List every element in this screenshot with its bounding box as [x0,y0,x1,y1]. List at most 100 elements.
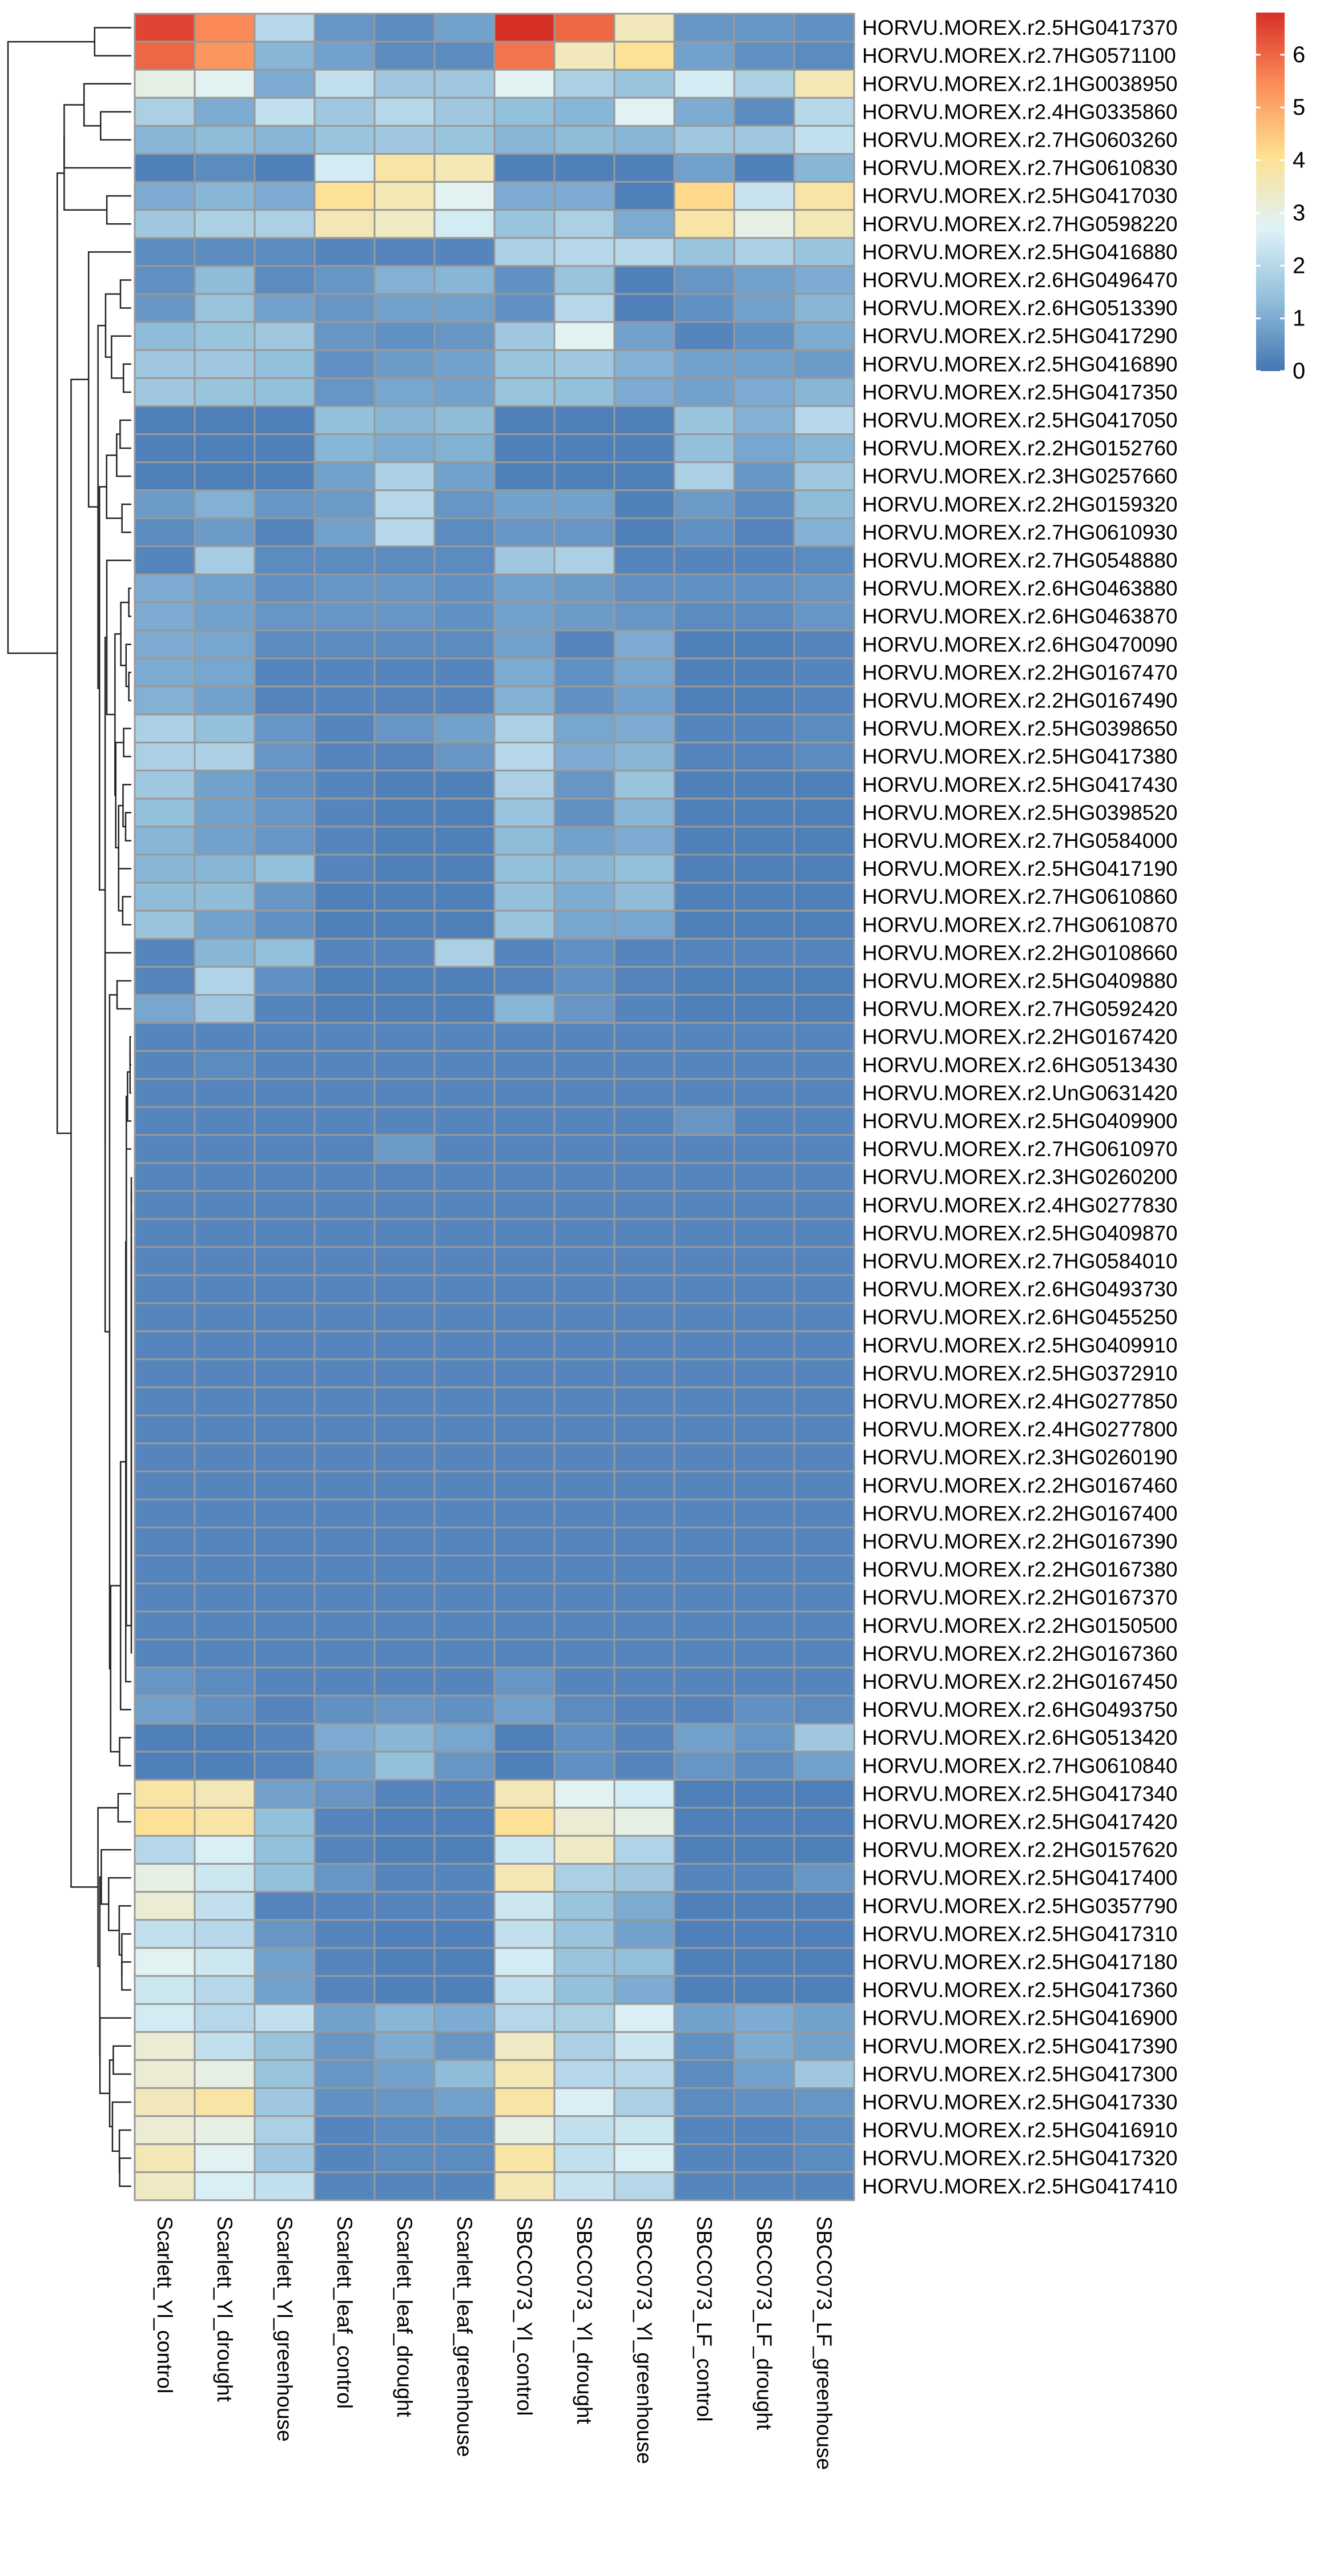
heatmap-cell [433,545,496,575]
heatmap-cell [733,909,795,940]
heatmap-cell [134,545,196,575]
heatmap-cell [253,209,316,239]
heatmap-cell [673,293,735,323]
heatmap-cell [313,1330,376,1361]
heatmap-cell [313,1526,376,1556]
heatmap-cell [134,714,196,744]
heatmap-cell [313,1470,376,1500]
heatmap-cell [793,1611,855,1641]
heatmap-cell [793,1947,855,1977]
heatmap-cell [733,2003,795,2033]
row-label: HORVU.MOREX.r2.4HG0277800 [862,1418,1178,1441]
heatmap-cell [553,1470,615,1500]
heatmap-cell [613,2031,675,2061]
heatmap-cell [194,770,256,800]
heatmap-cell [134,798,196,828]
heatmap-cell [433,1022,496,1052]
heatmap-cell [673,545,735,575]
heatmap-cell [613,1246,675,1276]
heatmap-cell [553,2003,615,2033]
heatmap-cell [733,489,795,520]
heatmap-cell [373,1722,436,1753]
heatmap-cell [194,489,256,520]
row-label: HORVU.MOREX.r2.5HG0417420 [862,1810,1178,1833]
heatmap-cell [194,1162,256,1192]
dendrogram-branch [108,994,118,1670]
heatmap-cell [194,1611,256,1641]
heatmap-cell [433,1358,496,1388]
heatmap-cell [134,937,196,968]
heatmap-cell [553,1835,615,1865]
heatmap-cell [313,2143,376,2174]
heatmap-cell [673,209,735,239]
heatmap-cell [194,1330,256,1361]
row-label: HORVU.MOREX.r2.2HG0167380 [862,1558,1178,1581]
dendrogram-branch [119,1461,131,1710]
heatmap-cell [793,433,855,464]
heatmap-cell [553,461,615,492]
heatmap-cell [373,124,436,155]
heatmap-cell [733,433,795,464]
heatmap-cell [673,629,735,659]
row-label: HORVU.MOREX.r2.6HG0513430 [862,1053,1178,1077]
heatmap-cell [194,1750,256,1781]
heatmap-cell [313,1975,376,2005]
heatmap-cell [433,685,496,716]
heatmap-cell [733,965,795,996]
heatmap-cell [673,13,735,43]
heatmap-cell [613,1863,675,1893]
heatmap-cell [433,1162,496,1192]
heatmap-cell [673,1218,735,1248]
heatmap-cell [553,1442,615,1472]
heatmap-cell [373,1330,436,1361]
heatmap-cell [613,1302,675,1333]
row-label: HORVU.MOREX.r2.5HG0416880 [862,240,1178,264]
heatmap-cell [613,2115,675,2146]
heatmap-cell [373,1639,436,1669]
legend-tick-label: 5 [1293,95,1305,120]
heatmap-cell [373,41,436,71]
heatmap-cell [793,96,855,127]
heatmap-cell [733,685,795,716]
heatmap-cell [253,1302,316,1333]
heatmap-cell [673,517,735,548]
heatmap-cell [253,629,316,659]
heatmap-cell [433,153,496,183]
heatmap-cell [553,96,615,127]
row-label: HORVU.MOREX.r2.7HG0610930 [862,521,1178,544]
heatmap-cell [194,573,256,603]
heatmap-cell [313,209,376,239]
heatmap-cell [553,1526,615,1556]
legend-tick-label: 0 [1293,359,1305,384]
heatmap-cell [373,937,436,968]
heatmap-cell [553,1022,615,1052]
heatmap-cell [613,601,675,631]
heatmap-cell [253,1134,316,1164]
heatmap-cell [313,405,376,436]
row-label: HORVU.MOREX.r2.5HG0409870 [862,1221,1178,1245]
heatmap-cell [194,1947,256,1977]
heatmap-cell [673,41,735,71]
heatmap-cell [373,2115,436,2146]
heatmap-cell [613,349,675,379]
heatmap-cell [673,489,735,520]
heatmap-cell [673,2003,735,2033]
heatmap-cell [194,1218,256,1248]
heatmap-cell [433,965,496,996]
heatmap-cell [134,965,196,996]
heatmap-cell [733,798,795,828]
heatmap-cell [253,461,316,492]
heatmap-cell [253,685,316,716]
heatmap-cell [313,826,376,856]
heatmap-cell [673,1863,735,1893]
dendrogram-branch [115,742,124,848]
heatmap-cell [673,1611,735,1641]
heatmap-cell [793,2003,855,2033]
heatmap-cell [733,1274,795,1305]
heatmap-cell [433,909,496,940]
heatmap-cell [793,826,855,856]
heatmap-cell [733,405,795,436]
heatmap-cell [553,685,615,716]
heatmap-cell [673,1106,735,1136]
heatmap-cell [793,13,855,43]
